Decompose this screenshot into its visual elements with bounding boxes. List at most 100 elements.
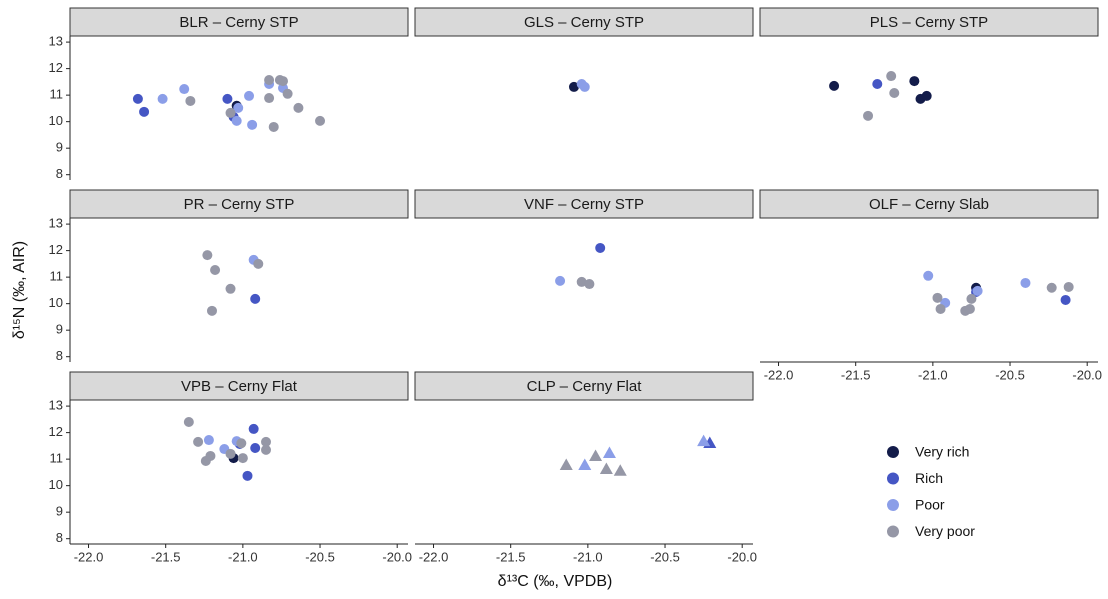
facet-title: CLP – Cerny Flat [527,378,643,395]
point [599,462,613,474]
point [1046,282,1057,293]
x-tick-label: -21.5 [151,549,181,564]
legend-marker [887,472,899,485]
y-tick-label: 12 [49,424,63,439]
x-tick-label: -20.5 [995,367,1025,382]
point [589,449,603,461]
facet-title: GLS – Cerny STP [524,14,644,31]
point [264,75,275,86]
y-tick-label: 12 [49,60,63,75]
point [595,242,606,253]
x-axis-title: δ¹³C (‰, VPDB) [498,573,613,590]
point [966,293,977,304]
point [264,93,275,104]
legend-label: Very poor [915,523,975,539]
facet-title: PLS – Cerny STP [870,14,988,31]
point [248,423,259,434]
point [576,276,587,287]
y-tick-label: 11 [50,451,64,466]
point [829,80,840,91]
y-axis-title: δ¹⁵N (‰, AIR) [11,241,28,339]
point [237,453,248,464]
point [602,446,616,459]
point [179,84,190,95]
legend-label: Rich [915,470,943,486]
point [233,102,244,113]
point [242,470,253,481]
facet-strip [414,189,754,219]
y-tick-label: 13 [49,34,63,49]
point [139,106,150,117]
point [225,448,236,459]
point [261,436,272,447]
facet-strip [414,371,754,401]
y-tick-label: 11 [50,87,64,102]
point [247,119,258,130]
point [244,90,255,101]
legend-label: Very rich [915,444,969,460]
point [253,258,264,269]
x-tick-label: -22.0 [74,549,104,564]
legend-label: Poor [915,497,945,513]
point [972,285,983,296]
point [210,264,221,275]
point [697,434,711,447]
x-tick-label: -20.5 [305,549,335,564]
point [183,417,194,428]
facet-title: OLF – Cerny Slab [869,196,989,213]
y-tick-label: 8 [56,348,63,363]
point [261,444,272,455]
point [932,292,943,303]
x-tick-label: -20.0 [727,549,757,564]
x-tick-label: -21.0 [228,549,258,564]
facet-title: VPB – Cerny Flat [181,378,298,395]
y-tick-label: 8 [56,166,63,181]
point [206,305,217,316]
y-tick-label: 12 [49,242,63,257]
x-tick-label: -21.5 [841,367,871,382]
legend-marker [887,499,899,511]
point [921,90,932,101]
point [1020,277,1031,288]
point [568,81,579,92]
x-tick-label: -21.5 [496,549,526,564]
point [909,76,920,87]
point [886,71,897,82]
x-tick-label: -22.0 [764,367,794,382]
facet-strip [69,189,409,219]
x-tick-label: -20.5 [650,549,680,564]
point [315,115,326,126]
point [872,79,883,89]
legend-marker [887,446,899,458]
point [889,88,900,99]
y-tick-label: 10 [49,477,63,492]
point [579,81,590,92]
point [613,464,627,476]
point [225,283,236,294]
point [293,102,304,113]
y-tick-label: 9 [56,322,63,337]
point [964,303,975,314]
y-tick-label: 10 [49,295,63,310]
facet-title: PR – Cerny STP [184,196,295,213]
point [203,435,214,446]
y-tick-label: 13 [49,216,63,231]
point [559,458,573,470]
point [584,279,595,290]
y-tick-label: 10 [49,113,63,128]
point [231,115,242,126]
facet-title: VNF – Cerny STP [524,196,644,213]
facet-strip [759,189,1099,219]
point [268,121,279,132]
point [200,455,211,466]
point [202,250,213,261]
point [578,458,592,470]
y-tick-label: 13 [49,398,63,413]
legend-marker [887,525,899,538]
facet-strip [69,7,409,37]
point [222,93,233,104]
facet-strip [414,7,754,37]
point [935,303,946,314]
x-tick-label: -20.0 [1072,367,1102,382]
